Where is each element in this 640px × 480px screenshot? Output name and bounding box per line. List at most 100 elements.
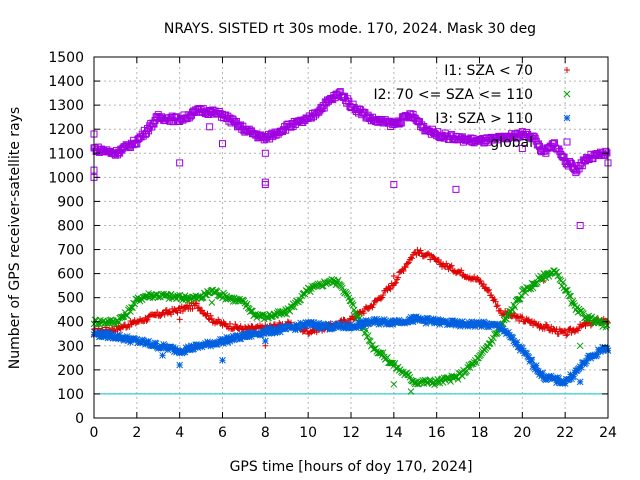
data-point [334,322,342,330]
data-point [562,328,569,335]
data-point [143,317,150,324]
data-point [603,321,611,329]
data-point [108,330,116,338]
data-point [267,324,275,332]
data-point [221,320,228,327]
x-tick-label: 0 [90,425,99,441]
data-point [494,302,501,309]
data-point [125,335,133,343]
x-axis-label: GPS time [hours of doy 170, 2024] [230,459,473,475]
data-point [273,328,281,336]
data-point [297,296,305,304]
data-point [164,346,172,354]
data-point [475,319,482,327]
data-point [490,334,497,342]
outlier-point [206,123,214,131]
data-point [477,277,484,284]
data-point [475,354,482,362]
data-point [534,140,542,148]
y-tick-label: 900 [57,194,84,210]
data-point [123,312,131,320]
data-point [396,366,404,373]
data-point [552,374,559,382]
x-tick-label: 20 [513,425,531,441]
data-point [144,316,151,323]
data-point [213,341,221,348]
data-point [431,255,438,262]
data-point [387,317,394,325]
outlier-point [176,316,183,323]
data-point [582,359,589,367]
data-point [480,281,487,288]
data-point [282,325,290,333]
data-point [369,304,376,311]
data-point [516,317,523,324]
data-point [113,334,120,342]
data-point [464,323,472,330]
data-point [601,344,609,351]
data-point [465,319,473,326]
data-point [189,305,196,312]
outlier-point [518,144,526,152]
y-tick-label: 200 [57,363,84,379]
data-point [330,324,338,331]
data-point [459,318,466,325]
data-point [459,372,466,380]
y-tick-label: 1000 [48,170,84,186]
data-point [386,285,393,292]
legend-marker [564,67,570,73]
series-4 [90,88,612,229]
x-tick-label: 4 [175,425,184,441]
y-tick-label: 500 [57,291,84,307]
data-point [127,338,134,346]
data-point [342,320,349,328]
data-point [532,362,540,369]
data-point [295,322,302,330]
data-point [409,318,417,326]
x-tick-label: 14 [385,425,403,441]
outlier-point [176,361,184,369]
data-point [161,342,169,350]
legend-label: I3: SZA > 110 [435,111,533,127]
data-point [271,329,279,337]
data-point [270,326,278,334]
y-tick-label: 600 [57,267,84,283]
data-point [213,288,221,295]
legend-marker [563,138,571,146]
data-point [568,300,575,307]
data-point [559,279,567,286]
series-2 [90,267,611,395]
data-point [319,320,327,328]
data-point [483,320,491,327]
data-point [414,246,421,253]
data-point [454,319,462,327]
outlier-point [529,284,537,292]
data-point [469,319,477,327]
x-tick-label: 18 [471,425,489,441]
data-point [402,264,409,271]
data-point [485,287,492,294]
data-point [570,372,578,380]
data-point [182,344,190,352]
data-point [387,286,394,293]
data-point [142,129,150,137]
data-point [276,328,284,336]
legend-marker [563,90,571,98]
data-point [321,321,329,329]
data-point [603,345,611,352]
data-point [370,301,377,308]
data-point [173,348,180,356]
data-point [380,292,387,299]
x-tick-label: 2 [132,425,141,441]
data-point [583,357,590,365]
data-point [188,342,195,350]
data-point [561,380,569,387]
outlier-point [452,185,460,193]
data-point [418,249,425,256]
data-point [515,295,523,303]
data-point [177,347,185,355]
data-point [458,267,465,274]
data-point [569,297,577,305]
y-tick-label: 0 [75,411,84,427]
data-point [161,311,168,318]
